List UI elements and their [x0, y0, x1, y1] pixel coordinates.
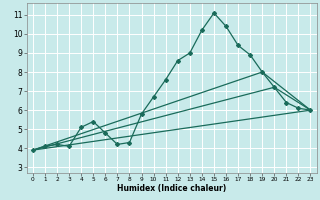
- X-axis label: Humidex (Indice chaleur): Humidex (Indice chaleur): [117, 184, 226, 193]
